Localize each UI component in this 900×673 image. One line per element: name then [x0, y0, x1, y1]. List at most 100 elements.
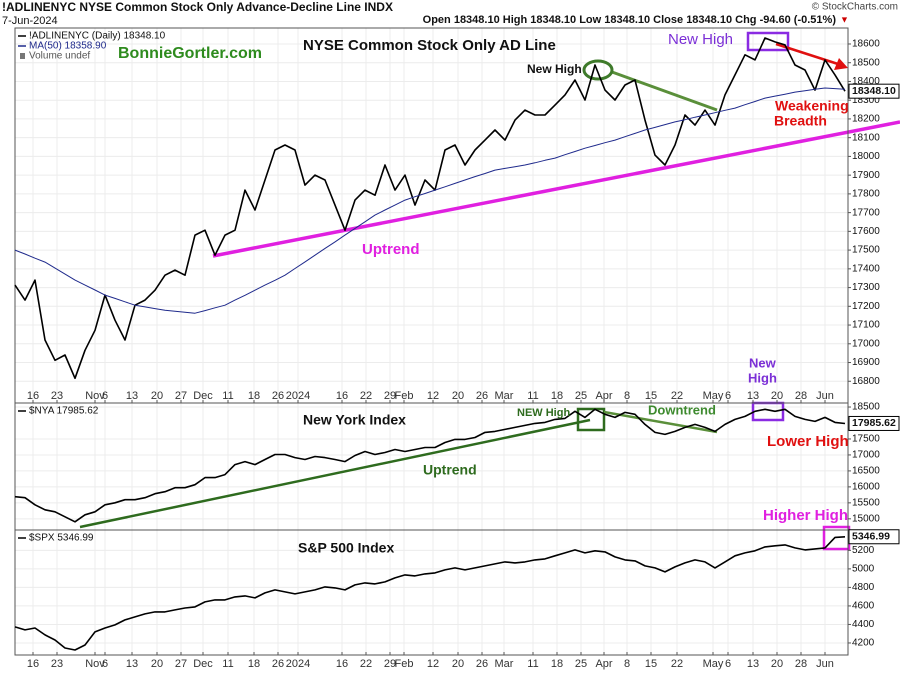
x-tick-label: 15: [645, 390, 657, 402]
annotation: Uptrend: [423, 462, 477, 478]
y-tick-label: 17800: [852, 189, 880, 200]
series-line: [14, 408, 846, 523]
x-tick-label: 2024: [286, 658, 310, 670]
legend-label: !ADLINENYC (Daily) 18348.10: [29, 31, 166, 42]
x-tick-label: 18: [248, 658, 260, 670]
y-tick-label: 16800: [852, 376, 880, 387]
annotation: Lower High: [767, 433, 849, 450]
y-tick-label: 18100: [852, 132, 880, 143]
value-tag: 5346.99: [852, 531, 890, 543]
x-tick-label: 8: [624, 658, 630, 670]
x-tick-label: Mar: [495, 390, 514, 402]
x-tick-label: 28: [795, 658, 807, 670]
panel-frame: [14, 529, 849, 656]
x-tick-label: 2024: [286, 390, 310, 402]
x-tick-label: Jun: [816, 658, 834, 670]
annotation: NEW High: [517, 407, 570, 419]
x-tick-label: 20: [151, 658, 163, 670]
y-tick-label: 18300: [852, 95, 880, 106]
direction: ▼: [840, 14, 849, 24]
y-tick-label: 18600: [852, 39, 880, 50]
annotation: New High: [668, 31, 733, 48]
x-tick-label: 11: [222, 390, 233, 402]
x-tick-label: 26: [272, 390, 284, 402]
annotation: BonnieGortler.com: [118, 45, 262, 62]
x-tick-label: 13: [126, 658, 138, 670]
x-tick-label: 6: [725, 658, 731, 670]
annotation: Downtrend: [648, 402, 716, 417]
y-tick-label: 18500: [852, 57, 880, 68]
y-tick-label: 18200: [852, 114, 880, 125]
x-tick-label: 26: [476, 658, 488, 670]
x-tick-label: 22: [671, 390, 683, 402]
x-tick-label: Nov: [85, 658, 105, 670]
annotation: Weakening: [775, 98, 849, 114]
x-tick-label: 6: [102, 390, 108, 402]
y-tick-label: 17300: [852, 282, 880, 293]
legend-label: Volume undef: [29, 51, 90, 62]
x-tick-label: 11: [527, 390, 538, 402]
uptrend-line: [79, 418, 591, 529]
y-tick-label: 15000: [852, 513, 880, 524]
grid: [15, 28, 848, 655]
y-tick-label: 17000: [852, 450, 880, 461]
x-tick-label: Dec: [193, 658, 213, 670]
x-tick-label: 18: [248, 390, 260, 402]
y-tick-label: 17100: [852, 320, 880, 331]
x-tick-label: 12: [427, 658, 439, 670]
legend-swatch: [20, 53, 25, 59]
x-tick-label: 25: [575, 390, 587, 402]
y-tick-label: 16500: [852, 466, 880, 477]
y-tick-label: 17600: [852, 226, 880, 237]
uptrend-line: [212, 120, 900, 258]
y-tick-label: 17500: [852, 434, 880, 445]
downtrend-line: [603, 410, 718, 434]
x-tick-label: 20: [151, 390, 163, 402]
x-tick-label: 22: [360, 390, 372, 402]
symbol-line: !ADLINENYC NYSE Common Stock Only Advanc…: [2, 0, 393, 14]
x-tick-label: 20: [771, 658, 783, 670]
annotation: Uptrend: [362, 241, 420, 258]
x-tick-label: 29: [384, 390, 396, 402]
x-tick-label: 26: [476, 390, 488, 402]
x-tick-label: Dec: [193, 390, 213, 402]
value-tag: 17985.62: [852, 417, 896, 429]
annotation: New: [749, 355, 777, 370]
x-tick-label: May: [703, 390, 724, 402]
x-tick-label: 23: [51, 658, 63, 670]
x-tick-label: 27: [175, 390, 187, 402]
x-tick-label: 8: [624, 390, 630, 402]
x-tick-label: Feb: [395, 390, 414, 402]
x-tick-label: 22: [671, 658, 683, 670]
y-tick-label: 17400: [852, 263, 880, 274]
x-tick-label: 20: [452, 390, 464, 402]
x-tick-label: 26: [272, 658, 284, 670]
annotation: High: [748, 370, 777, 385]
date: 7-Jun-2024: [2, 15, 58, 27]
x-tick-label: 20: [771, 390, 783, 402]
highlight-box: [746, 31, 790, 52]
x-tick-label: 16: [336, 658, 348, 670]
x-tick-label: 29: [384, 658, 396, 670]
y-tick-label: 18000: [852, 151, 880, 162]
x-tick-label: Apr: [595, 658, 612, 670]
x-tick-label: 11: [527, 658, 538, 670]
x-tick-label: 12: [427, 390, 439, 402]
y-tick-label: 4800: [852, 582, 875, 593]
y-tick-label: 18500: [852, 402, 880, 413]
x-tick-label: 6: [725, 390, 731, 402]
copyright: © StockCharts.com: [812, 2, 898, 13]
y-tick-label: 4200: [852, 638, 875, 649]
annotation: NYSE Common Stock Only AD Line: [303, 37, 556, 54]
y-tick-label: 18400: [852, 76, 880, 87]
x-tick-label: 28: [795, 390, 807, 402]
legend-label: MA(50) 18358.90: [29, 41, 107, 52]
legend-label: $NYA 17985.62: [29, 406, 99, 417]
annotation: New High: [527, 62, 582, 76]
highlight-ellipse: [582, 59, 614, 81]
x-tick-label: 13: [747, 658, 759, 670]
y-tick-label: 17000: [852, 338, 880, 349]
panel-frames: [14, 27, 849, 656]
